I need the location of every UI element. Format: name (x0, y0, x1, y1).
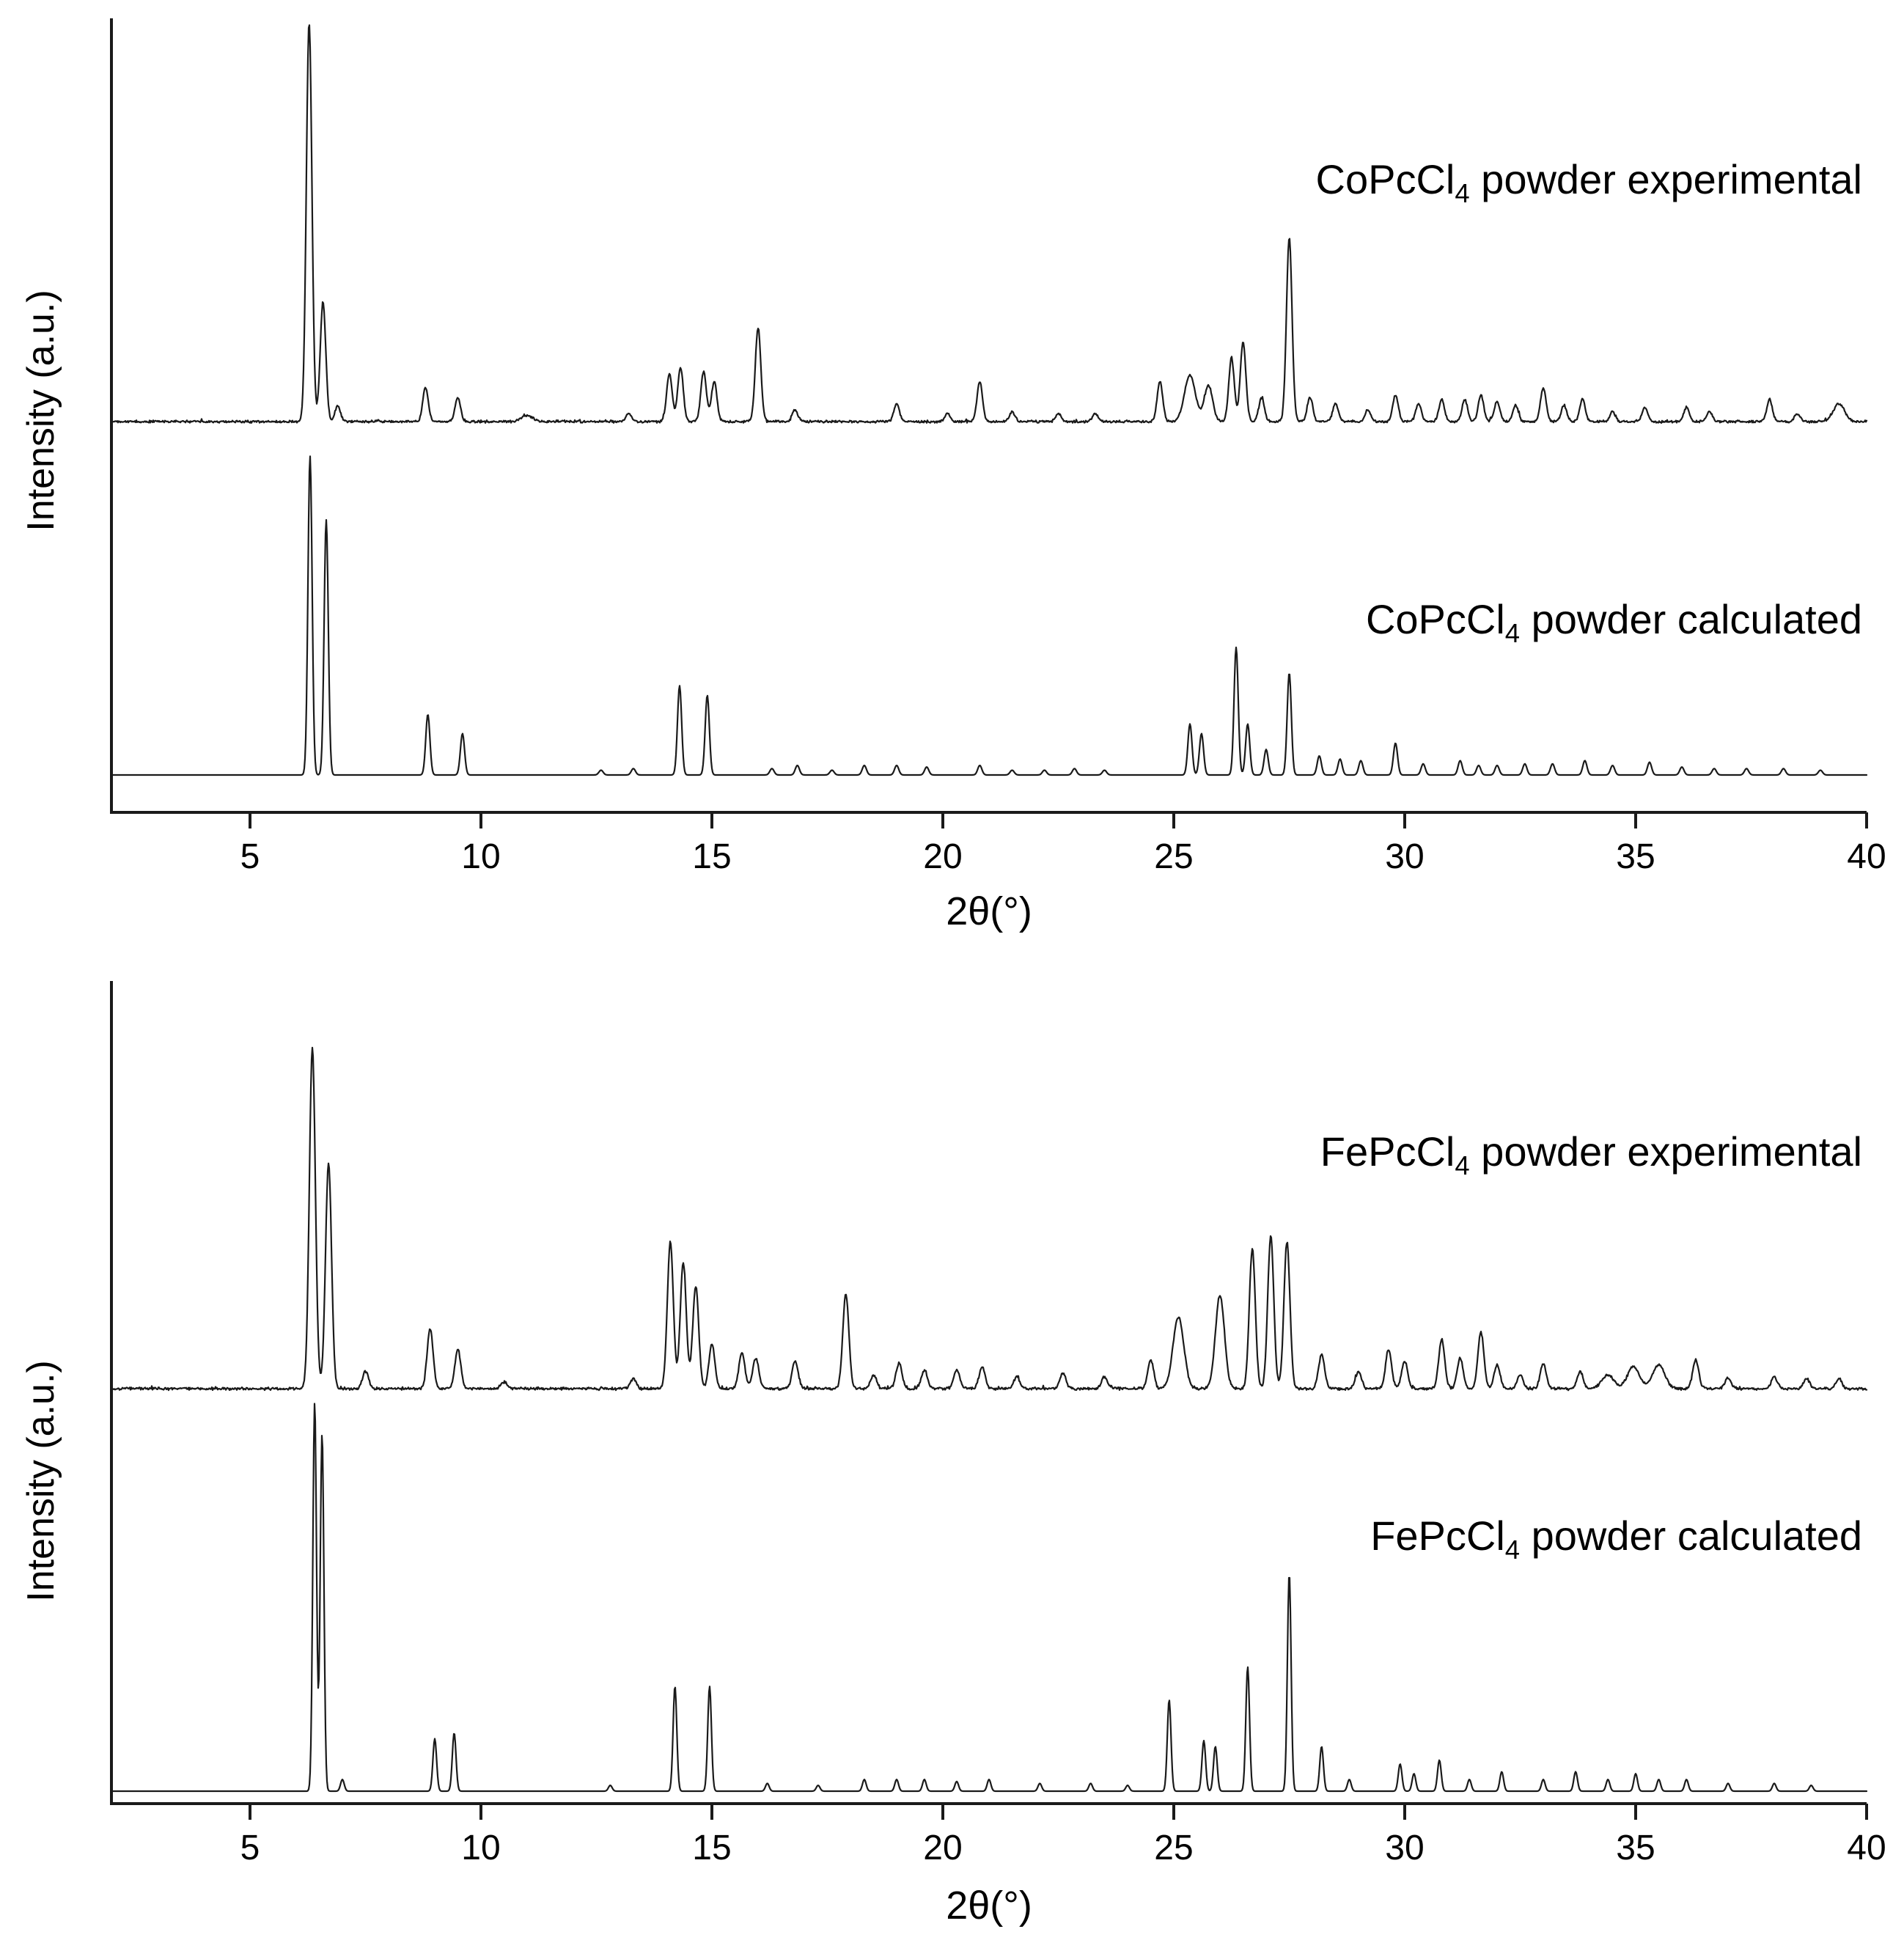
axes (110, 18, 1867, 814)
trace-label-subscript: 4 (1455, 1150, 1470, 1181)
trace-label-formula: FePcCl (1370, 1513, 1505, 1559)
x-axis-label: 2θ(°) (946, 889, 1032, 933)
trace-label-subscript: 4 (1504, 1535, 1521, 1565)
fepccl4-plot: 5 10 15 20 25 30 35 40 (110, 981, 1886, 1867)
fepccl4-panel: 5 10 15 20 25 30 35 40 Intensity (a.u.) 2θ(°) F… (0, 975, 1904, 1940)
trace-label-formula: CoPcCl (1315, 156, 1455, 202)
copccl4-experimental-trace (110, 24, 1868, 424)
copccl4-calculated-label: CoPcCl4 powder calculated (1366, 595, 1862, 649)
x-tick-label: 35 (1616, 1829, 1655, 1867)
axes (110, 981, 1867, 1805)
trace-label-rest: powder calculated (1520, 596, 1862, 642)
y-axis-label: Intensity (a.u.) (20, 1360, 62, 1602)
x-tick-label: 10 (461, 1829, 500, 1867)
x-tick-label: 25 (1154, 837, 1193, 876)
fepccl4-calculated-label: FePcCl4 powder calculated (1370, 1512, 1862, 1565)
trace-label-rest: powder calculated (1520, 1513, 1862, 1559)
x-tick-label: 25 (1154, 1829, 1193, 1867)
x-tick-label: 15 (692, 837, 731, 876)
trace-label-formula: FePcCl (1320, 1128, 1455, 1175)
fepccl4-calculated-trace (110, 1403, 1868, 1793)
copccl4-plot: 5 10 15 20 25 30 35 40 (110, 18, 1886, 876)
x-tick-label: 5 (240, 837, 260, 876)
x-tick-label: 15 (692, 1829, 731, 1867)
x-tick-label: 35 (1616, 837, 1655, 876)
x-tick-label: 20 (923, 837, 962, 876)
trace-label-subscript: 4 (1504, 618, 1521, 649)
trace-label-rest: powder experimental (1469, 1128, 1862, 1175)
copccl4-calculated-trace (110, 455, 1868, 776)
trace-label-rest: powder experimental (1469, 156, 1862, 202)
fepccl4-experimental-trace (110, 1046, 1868, 1392)
copccl4-experimental-label: CoPcCl4 powder experimental (1316, 155, 1862, 209)
x-tick-label: 20 (923, 1829, 962, 1867)
trace-label-formula: CoPcCl (1365, 596, 1505, 642)
copccl4-panel: 5 10 15 20 25 30 35 40 Intensity (a.u.) 2θ(°) C… (20, 18, 1886, 933)
fepccl4-experimental-label: FePcCl4 powder experimental (1320, 1128, 1862, 1181)
x-tick-label: 30 (1385, 837, 1424, 876)
x-tick-label: 30 (1385, 1829, 1424, 1867)
x-tick-label: 5 (240, 1829, 260, 1867)
x-tick-label: 40 (1847, 837, 1886, 876)
y-axis-label: Intensity (a.u.) (20, 290, 62, 532)
trace-label-subscript: 4 (1455, 178, 1470, 209)
x-tick-label: 10 (461, 837, 500, 876)
x-tick-label: 40 (1847, 1829, 1886, 1867)
x-axis-label: 2θ(°) (946, 1884, 1032, 1928)
